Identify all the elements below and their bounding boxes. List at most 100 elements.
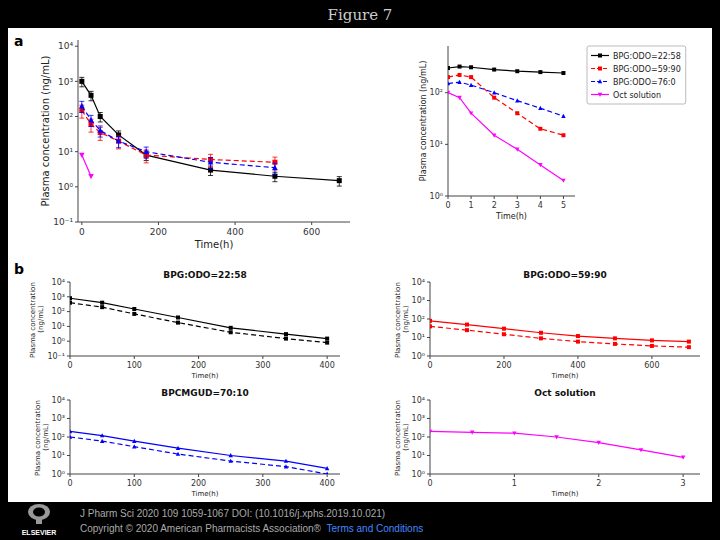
x-axis-label: Time(h) [495,212,527,221]
x-tick-label: 100 [127,361,142,370]
marker [687,345,691,349]
series-line [70,431,327,468]
y-tick [427,400,430,401]
x-tick-label: 4 [538,201,543,210]
y-tick [67,311,70,312]
x-tick [598,474,599,477]
error-bar [79,101,84,112]
x-tick-label: 200 [191,361,206,370]
marker [176,315,180,319]
marker [469,65,473,69]
marker [284,459,288,463]
marker [143,149,149,154]
chart: 01234510⁰10¹10²Time(h)Plasma concentrati… [419,46,686,221]
x-tick [81,222,82,225]
marker [687,340,691,344]
marker [492,68,496,72]
marker [98,114,103,119]
y-tick [427,437,430,438]
x-tick [262,356,263,359]
marker [88,174,94,179]
y-tick-label: 10² [52,433,65,442]
x-tick-label: 0 [445,201,450,210]
x-tick [540,196,541,199]
marker [492,133,496,137]
marker [538,70,542,74]
marker [100,439,104,443]
y-tick [427,337,430,338]
x-tick-label: 0 [427,361,432,370]
x-tick [514,474,515,477]
x-tick [471,196,472,199]
marker [448,66,450,70]
chart: 020040060010⁻¹10⁰10¹10²10³10⁴Time(h)Plas… [14,33,350,250]
y-axis-label: Plasma concentration (ng/mL) [419,61,428,182]
y-axis-label-line: Plasma concentration [394,398,402,476]
x-tick-label: 0 [79,227,85,237]
marker [79,79,84,84]
y-axis-line [78,40,79,222]
legend: BPG:ODO=22:58BPG:ODO=59:90BPG:ODO=76:0Oc… [587,46,686,104]
legend-marker [598,79,602,83]
error-bar [98,126,103,137]
x-axis-label: Time(h) [190,490,218,498]
marker [100,301,104,305]
marker [613,342,617,346]
x-tick-label: 200 [496,361,511,370]
legend-label: BPG:ODO=22:58 [613,52,681,61]
legend-label: Oct solution [613,91,661,100]
marker [465,328,469,332]
marker [100,305,104,309]
x-axis-line [70,356,340,357]
x-tick-label: 3 [681,479,686,488]
x-axis-line [430,356,700,357]
error-bar [208,158,213,169]
marker [70,429,72,433]
x-tick-label: 400 [320,479,335,488]
x-tick-label: 0 [67,361,72,370]
plot-area [79,77,342,186]
marker [469,83,473,87]
x-tick [577,356,578,359]
marker [470,430,474,434]
x-tick-label: 2 [596,479,601,488]
y-tick-label: 10⁴ [52,278,65,287]
series-line [82,81,339,180]
y-axis-label-line: Plasma concentration [34,398,42,476]
error-bar [144,147,149,158]
y-tick-label: 10³ [52,414,65,423]
y-tick-label: 10⁰ [412,352,425,361]
x-tick-label: 300 [255,479,270,488]
x-tick-label: 400 [320,361,335,370]
y-tick-label: 10⁰ [52,470,65,479]
y-axis-label: Plasma concentration (ng/mL) [29,280,45,358]
marker [284,337,288,341]
marker [229,326,233,330]
figure-panel [8,28,712,502]
logo-foliage [28,504,50,520]
marker [492,96,496,100]
y-tick [427,418,430,419]
legend-marker [598,67,602,71]
y-tick [75,186,78,187]
marker [70,435,72,439]
y-tick-label: 10⁰ [430,192,443,201]
y-tick [427,474,430,475]
y-tick [67,356,70,357]
series-line [82,155,91,176]
chart-title: BPG:ODO=22:58 [163,270,246,280]
x-tick-label: 0 [67,479,72,488]
x-tick-label: 200 [150,227,167,237]
x-axis-line [78,222,350,223]
y-tick-label: 10⁰ [52,337,65,346]
x-tick [327,474,328,477]
y-tick-label: 10³ [58,77,73,87]
marker [539,331,543,335]
y-axis-label-line: (ng/mL) [402,305,410,333]
chart: 010020030040010⁻¹10⁰10¹10²10³10⁴Time(h)P… [14,261,340,380]
footer-text: Copyright © 2020 American Pharmacists As… [80,523,327,534]
marker [176,321,180,325]
marker [284,464,288,468]
x-tick-label: 300 [255,361,270,370]
x-tick [134,356,135,359]
